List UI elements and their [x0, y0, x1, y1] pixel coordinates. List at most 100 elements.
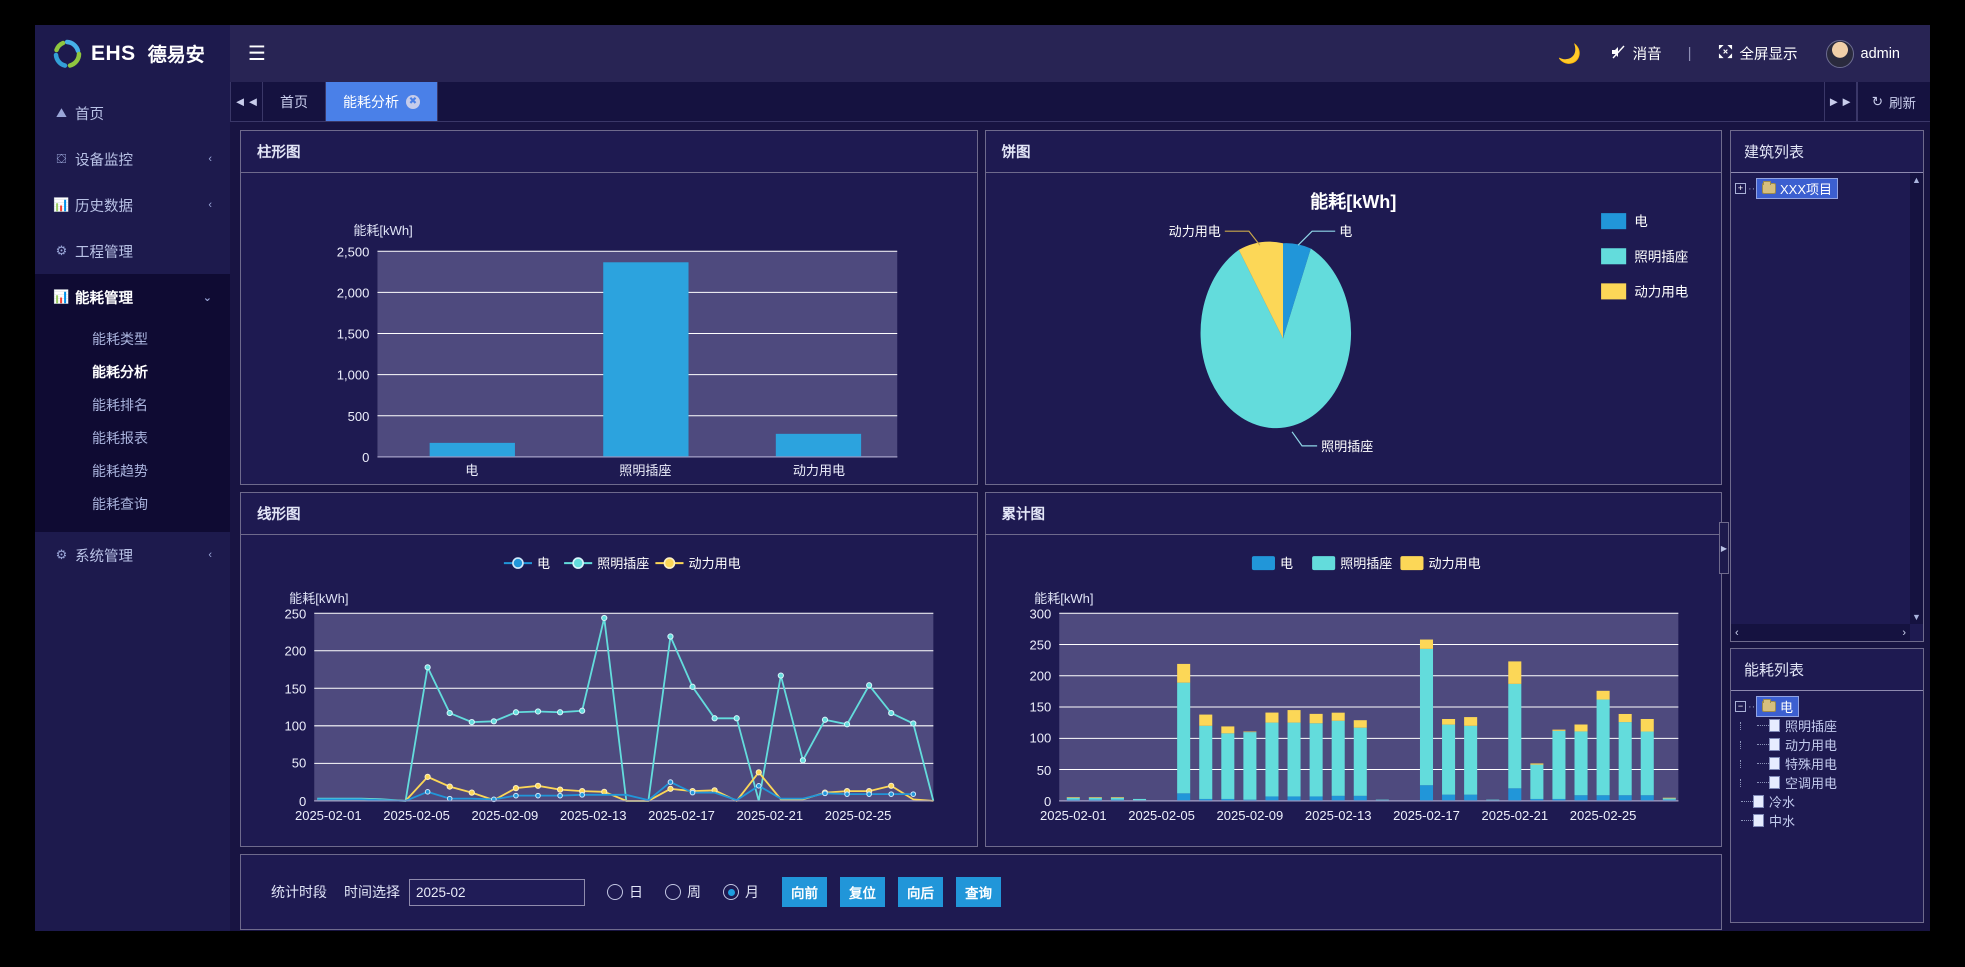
stacked-ytick: 50	[1036, 763, 1051, 778]
monitor-icon: ⛋	[56, 151, 67, 166]
sidebar-item-energy-management[interactable]: 📊 能耗管理 ⌄	[35, 274, 230, 320]
legend-label-electric: 电	[1279, 556, 1292, 571]
panel-bar-chart: 柱形图 能耗[kWh]	[240, 130, 978, 485]
chevron-right-icon[interactable]: ›	[1902, 626, 1906, 639]
bar-ylabel: 能耗[kWh]	[353, 223, 412, 238]
bar-lighting[interactable]	[603, 262, 689, 457]
mute-label: 消音	[1632, 47, 1662, 63]
sidebar-subitem-energy-analysis[interactable]: 能耗分析	[35, 355, 230, 388]
pie-chart-svg: 能耗[kWh]	[985, 173, 1721, 484]
expand-toggle-icon[interactable]: +	[1735, 183, 1746, 194]
user-menu[interactable]: admin	[1812, 25, 1915, 82]
tree-node-selected[interactable]: XXX项目	[1756, 178, 1839, 199]
stacked-chart-body[interactable]: 电 照明插座 动力用电 能耗[kWh]	[985, 535, 1721, 846]
mute-button[interactable]: 消音	[1596, 25, 1676, 82]
sidebar-item-home[interactable]: ⛰ 首页	[35, 90, 230, 136]
file-icon	[1753, 795, 1764, 808]
prev-button[interactable]: 向前	[782, 877, 827, 907]
line-xtick: 2025-02-01	[295, 808, 362, 823]
building-tree[interactable]: + ·· XXX项目 ▲ ▼ ‹	[1731, 173, 1923, 641]
line-chart-body[interactable]: 电 照明插座 动力用电 能耗[kWh]	[241, 535, 977, 846]
moon-icon: 🌙	[1557, 43, 1582, 65]
tree-node-lighting-socket[interactable]: 照明插座	[1735, 716, 1923, 735]
sidebar-item-history-data[interactable]: 📊 历史数据 ‹	[35, 182, 230, 228]
bar-chart-body[interactable]: 能耗[kWh]	[241, 173, 977, 484]
radio-month[interactable]: 月	[723, 882, 759, 902]
tree-node-label: 空调用电	[1785, 776, 1838, 791]
stacked-ytick: 250	[1029, 637, 1051, 652]
stacked-bars[interactable]	[1066, 639, 1676, 801]
bar-electric[interactable]	[429, 442, 515, 457]
avatar	[1825, 39, 1854, 68]
sidebar-subitem-energy-trend[interactable]: 能耗趋势	[35, 454, 230, 487]
tree-node-reclaimed-water[interactable]: 中水	[1735, 811, 1923, 830]
vertical-scrollbar[interactable]: ▲ ▼	[1910, 173, 1923, 624]
double-chevron-left-icon[interactable]: ◄◄	[230, 82, 263, 121]
line-ytick: 0	[299, 794, 306, 809]
submenu-label: 能耗报表	[92, 429, 148, 446]
chevron-left-icon: ‹	[208, 199, 212, 211]
stacked-legend: 电 照明插座 动力用电	[1251, 556, 1480, 571]
pie-chart-body[interactable]: 能耗[kWh]	[985, 173, 1721, 484]
radio-circle-day[interactable]	[607, 884, 623, 900]
horizontal-scrollbar[interactable]: ‹ ›	[1731, 624, 1910, 641]
next-button[interactable]: 向后	[898, 877, 943, 907]
submenu-label: 能耗趋势	[92, 462, 148, 479]
time-input[interactable]	[409, 878, 585, 906]
sidebar-item-device-monitor[interactable]: ⛋ 设备监控 ‹	[35, 136, 230, 182]
tab-energy-analysis[interactable]: 能耗分析 ✖	[326, 82, 438, 121]
reset-button[interactable]: 复位	[840, 877, 885, 907]
sidebar-item-label: 能耗管理	[75, 290, 133, 307]
sidebar-subitem-energy-type[interactable]: 能耗类型	[35, 322, 230, 355]
chevron-left-icon[interactable]: ‹	[1735, 626, 1739, 639]
hamburger-icon[interactable]: ☰	[248, 43, 266, 65]
pie-slice-lighting	[1200, 248, 1351, 429]
pie-leader-power	[1224, 230, 1260, 246]
chevron-down-icon[interactable]: ▼	[1912, 612, 1921, 622]
tree-node-electricity[interactable]: − ·· 电	[1735, 696, 1923, 717]
tree-node-power-usage[interactable]: 动力用电	[1735, 735, 1923, 754]
query-button[interactable]: 查询	[956, 877, 1001, 907]
double-chevron-right-icon[interactable]: ►►	[1823, 82, 1857, 121]
tree-connector	[1757, 725, 1769, 726]
bar-xtick: 动力用电	[793, 463, 845, 478]
panel-title: 线形图	[241, 493, 977, 535]
legend-label-power: 动力用电	[1428, 556, 1480, 571]
bar-power[interactable]	[775, 433, 862, 457]
tree-node-selected[interactable]: 电	[1756, 696, 1800, 717]
energy-tree[interactable]: − ·· 电 照明插座	[1731, 691, 1923, 922]
period-label: 统计时段	[271, 884, 327, 900]
pie-slice-power	[1238, 241, 1283, 339]
line-ytick: 250	[284, 606, 306, 621]
legend-label-lighting: 照明插座	[597, 556, 649, 571]
tree-node-project[interactable]: + ·· XXX项目	[1735, 178, 1923, 199]
vertical-splitter-handle[interactable]: ▶	[1719, 522, 1729, 574]
tab-home[interactable]: 首页	[263, 82, 326, 121]
chevron-left-icon: ‹	[208, 153, 212, 165]
radio-circle-month[interactable]	[723, 884, 739, 900]
bar-xtick: 照明插座	[619, 463, 671, 478]
sidebar-subitem-energy-ranking[interactable]: 能耗排名	[35, 388, 230, 421]
chevron-up-icon[interactable]: ▲	[1912, 175, 1921, 185]
sidebar-subitem-energy-query[interactable]: 能耗查询	[35, 487, 230, 520]
theme-toggle-button[interactable]: 🌙	[1544, 25, 1596, 82]
fullscreen-icon	[1718, 44, 1733, 63]
tree-node-hvac-usage[interactable]: 空调用电	[1735, 773, 1923, 792]
tree-node-chilled-water[interactable]: 冷水	[1735, 792, 1923, 811]
sidebar-item-project-management[interactable]: ⚙ 工程管理	[35, 228, 230, 274]
radio-week[interactable]: 周	[665, 882, 701, 902]
panel-stacked-chart: 累计图 电 照明插座	[984, 492, 1722, 847]
pie-slices[interactable]	[1200, 241, 1351, 429]
sidebar-item-system-management[interactable]: ⚙ 系统管理 ‹	[35, 532, 230, 578]
close-icon[interactable]: ✖	[406, 94, 420, 109]
sidebar-subitem-energy-report[interactable]: 能耗报表	[35, 421, 230, 454]
tree-node-special-usage[interactable]: 特殊用电	[1735, 754, 1923, 773]
fullscreen-button[interactable]: 全屏显示	[1704, 25, 1812, 82]
refresh-button[interactable]: ↻ 刷新	[1856, 82, 1930, 121]
brand-logo[interactable]: EHS 德易安	[35, 25, 230, 82]
line-series-electric[interactable]	[317, 781, 914, 802]
legend-label-electric: 电	[537, 556, 550, 571]
collapse-toggle-icon[interactable]: −	[1735, 701, 1746, 712]
radio-circle-week[interactable]	[665, 884, 681, 900]
radio-day[interactable]: 日	[607, 882, 643, 902]
